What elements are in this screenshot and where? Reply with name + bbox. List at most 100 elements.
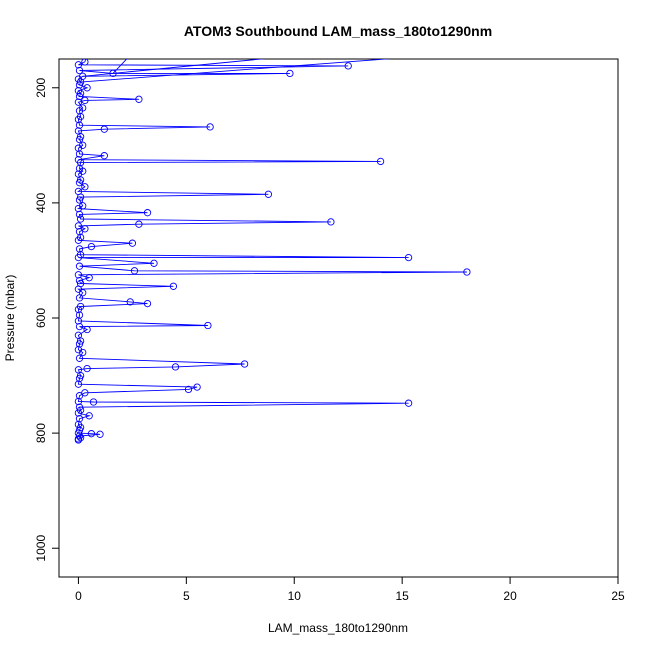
data-point bbox=[87, 242, 96, 251]
y-axis: 200 400 600 800 1000 bbox=[34, 77, 60, 562]
data-point bbox=[74, 253, 83, 262]
data-point bbox=[404, 399, 413, 407]
data-point bbox=[74, 115, 83, 124]
x-axis: 0 5 10 15 20 25 bbox=[75, 576, 625, 603]
data-point bbox=[74, 285, 83, 293]
data-point bbox=[79, 348, 87, 357]
data-point bbox=[109, 69, 117, 78]
data-point bbox=[81, 183, 89, 191]
data-point bbox=[74, 409, 83, 417]
data-point bbox=[143, 299, 152, 308]
y-axis-label: Pressure (mbar) bbox=[3, 275, 17, 362]
data-point bbox=[74, 144, 83, 152]
data-point bbox=[74, 271, 83, 279]
data-point bbox=[75, 150, 84, 158]
y-tick-label: 800 bbox=[34, 423, 48, 443]
data-point bbox=[135, 220, 143, 228]
y-tick-label: 200 bbox=[34, 77, 48, 97]
data-point bbox=[169, 282, 178, 290]
data-point bbox=[344, 62, 352, 70]
data-point bbox=[96, 430, 104, 438]
data-point bbox=[100, 152, 108, 160]
data-point bbox=[75, 66, 84, 75]
data-point bbox=[74, 236, 83, 244]
data-point bbox=[74, 305, 83, 314]
data-point bbox=[74, 397, 83, 406]
series-line bbox=[77, 61, 467, 440]
data-point bbox=[327, 218, 335, 226]
data-point bbox=[74, 204, 83, 213]
data-point bbox=[75, 135, 84, 144]
data-point bbox=[75, 92, 84, 101]
data-point bbox=[75, 262, 84, 270]
data-point bbox=[75, 228, 84, 236]
data-point bbox=[83, 84, 91, 92]
y-tick-label: 600 bbox=[34, 308, 48, 328]
data-point bbox=[135, 95, 143, 103]
data-point bbox=[75, 340, 84, 348]
data-point bbox=[240, 360, 249, 368]
data-point bbox=[76, 158, 85, 167]
data-point bbox=[75, 415, 84, 423]
data-point bbox=[85, 274, 93, 282]
data-point bbox=[75, 196, 84, 204]
data-point bbox=[184, 385, 193, 394]
x-tick-label: 25 bbox=[611, 589, 625, 603]
x-tick-label: 20 bbox=[503, 589, 517, 603]
data-point bbox=[286, 69, 294, 78]
data-point bbox=[85, 412, 93, 420]
data-point bbox=[81, 59, 89, 66]
data-point bbox=[75, 322, 84, 331]
data-point bbox=[75, 354, 84, 362]
x-axis-label: LAM_mass_180to1290nm bbox=[268, 621, 408, 635]
data-point bbox=[130, 267, 139, 275]
data-point bbox=[150, 259, 158, 267]
data-point bbox=[126, 298, 134, 306]
data-point bbox=[87, 430, 96, 438]
data-point bbox=[75, 121, 84, 129]
y-tick-label: 400 bbox=[34, 193, 48, 213]
data-point bbox=[75, 210, 84, 219]
data-point bbox=[376, 157, 385, 166]
series-line-segment bbox=[80, 59, 392, 83]
data-point bbox=[81, 96, 89, 105]
x-tick-label: 10 bbox=[288, 589, 302, 603]
data-point bbox=[74, 380, 83, 388]
data-point bbox=[74, 436, 83, 444]
data-point bbox=[193, 383, 201, 391]
x-tick-label: 5 bbox=[183, 589, 190, 603]
data-point bbox=[83, 364, 91, 373]
data-point bbox=[74, 222, 83, 230]
points-group bbox=[74, 59, 471, 444]
data-point bbox=[75, 311, 84, 319]
series-line-segment bbox=[84, 59, 87, 62]
plot-area-frame bbox=[58, 58, 619, 578]
series-line-segment bbox=[112, 59, 128, 74]
data-point bbox=[74, 61, 83, 69]
data-point bbox=[74, 98, 83, 106]
data-point bbox=[75, 294, 84, 302]
x-tick-label: 0 bbox=[75, 589, 82, 603]
data-point bbox=[264, 190, 273, 198]
data-point bbox=[75, 81, 84, 89]
data-point bbox=[463, 268, 471, 276]
data-point bbox=[75, 374, 84, 383]
data-point bbox=[404, 253, 413, 262]
data-point bbox=[89, 398, 98, 406]
chart-title: ATOM3 Southbound LAM_mass_180to1290nm bbox=[184, 23, 492, 39]
data-point bbox=[100, 125, 108, 133]
data-point bbox=[75, 392, 84, 400]
series-line-segment bbox=[82, 59, 267, 77]
data-point bbox=[75, 179, 84, 187]
x-tick-label: 15 bbox=[395, 589, 409, 603]
data-point bbox=[143, 209, 152, 217]
data-point bbox=[83, 325, 91, 334]
data-point bbox=[128, 239, 137, 247]
data-point bbox=[204, 321, 212, 330]
data-point bbox=[75, 107, 84, 115]
data-point bbox=[206, 123, 214, 131]
data-point bbox=[74, 317, 83, 325]
data-point bbox=[75, 245, 84, 253]
data-point bbox=[171, 363, 180, 371]
